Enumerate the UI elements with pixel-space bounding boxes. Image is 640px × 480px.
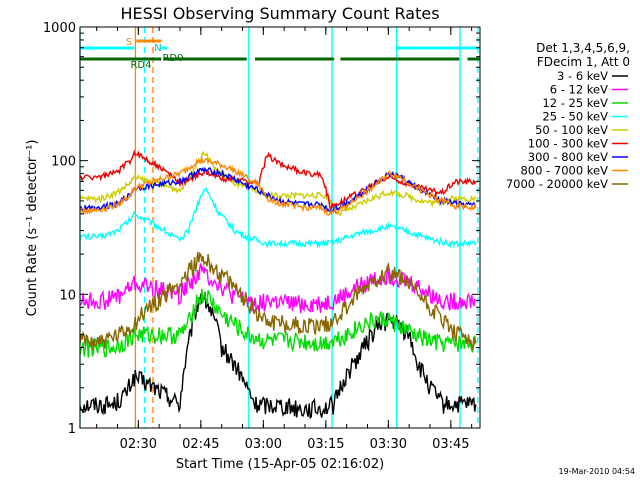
bar-annotation-label: N [154, 43, 161, 54]
legend-entry-label: 300 - 800 keV [528, 150, 608, 164]
timestamp: 19-Mar-2010 04:54 [559, 467, 636, 476]
y-tick-label: 1000 [43, 21, 76, 36]
series-line [79, 187, 477, 250]
x-axis-label: Start Time (15-Apr-05 02:16:02) [176, 457, 384, 472]
state-bars [80, 39, 480, 61]
bar-annotation-label: RD0 [162, 53, 183, 64]
y-axis-label: Count Rate (s⁻¹ detector⁻¹) [25, 140, 40, 317]
x-axis: 02:30 02:45 03:00 03:15 03:30 03:45 [96, 27, 473, 452]
bar-annotation-label: S [126, 37, 132, 48]
legend-entry-label: 6 - 12 keV [550, 83, 608, 97]
legend-entry-label: 12 - 25 keV [542, 96, 608, 110]
series-line [79, 251, 477, 351]
y-tick-label: 100 [51, 155, 76, 170]
series-line [79, 156, 477, 216]
legend-entry-label: 25 - 50 keV [542, 110, 608, 124]
legend-header-decimation: FDecim 1, Att 0 [537, 55, 630, 69]
x-tick-label: 03:00 [245, 437, 282, 452]
series-line [79, 150, 477, 216]
series-line [79, 291, 477, 420]
y-tick-label: 1 [68, 422, 76, 437]
y-axis: 1 10 100 1000 [43, 21, 480, 437]
chart-title: HESSI Observing Summary Count Rates [120, 4, 439, 23]
series-line [79, 288, 477, 358]
series-lines [79, 149, 477, 420]
bar-annotation-label: RD4 [130, 60, 151, 71]
legend-entry-label: 50 - 100 keV [535, 123, 608, 137]
legend-header-detectors: Det 1,3,4,5,6,9, [536, 41, 630, 55]
x-tick-label: 02:30 [120, 437, 157, 452]
x-tick-label: 03:45 [432, 437, 469, 452]
legend: Det 1,3,4,5,6,9, FDecim 1, Att 0 3 - 6 k… [506, 41, 630, 191]
y-tick-label: 10 [59, 288, 76, 303]
x-tick-label: 02:45 [182, 437, 219, 452]
legend-entry-label: 800 - 7000 keV [520, 164, 608, 178]
plot-frame [79, 26, 481, 429]
legend-entry-label: 7000 - 20000 keV [506, 177, 608, 191]
legend-entry-label: 3 - 6 keV [557, 69, 608, 83]
x-tick-label: 03:15 [307, 437, 344, 452]
legend-entry-label: 100 - 300 keV [528, 137, 608, 151]
x-tick-label: 03:30 [370, 437, 407, 452]
